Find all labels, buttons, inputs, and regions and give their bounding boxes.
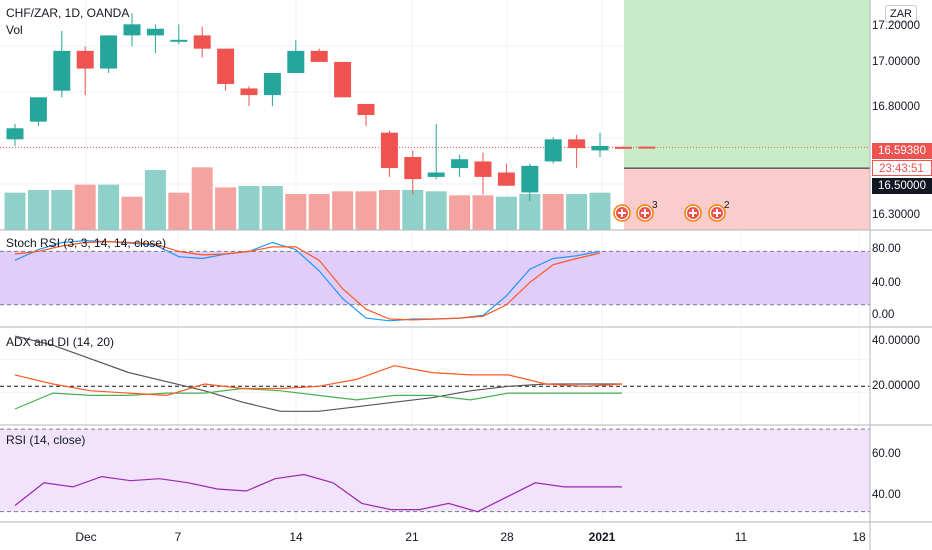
volume-bar [378,190,400,230]
volume-bar [542,194,564,230]
candle-body [451,159,469,169]
profit-zone [624,0,870,169]
volume-bar [4,192,26,230]
rsi-axis-label: 40.00 [872,489,901,501]
di-minus-line [14,365,623,397]
candle-body [568,139,586,149]
volume-bar [27,190,49,230]
symbol-title[interactable]: CHF/ZAR, 1D, OANDA [6,6,130,20]
candle-body [427,172,445,177]
candle-body [170,39,188,42]
candle-body [100,35,118,69]
target-price-tag: 16.50000 [872,178,932,194]
candle-body [53,50,71,91]
volume-label: Vol [6,23,23,37]
adx-label[interactable]: ADX and DI (14, 20) [6,335,115,349]
volume-bar [121,196,143,230]
event-count-badge: 3 [652,200,658,211]
stoch-rsi-label[interactable]: Stoch RSI (3, 3, 14, 14, close) [6,236,167,250]
candle-body [146,28,164,36]
time-axis-label: 21 [405,530,419,544]
economic-event-icon[interactable] [613,204,631,222]
rsi-band [0,429,870,512]
volume-bar [238,186,260,230]
price-axis-label: 16.30000 [872,209,920,221]
countdown-tag: 23:43:51 [872,160,932,176]
volume-bar [261,186,283,230]
volume-bar [308,194,330,230]
candle-body [497,172,515,186]
stoch-d-line [14,240,601,321]
candle-body [591,145,609,151]
economic-event-icon[interactable] [684,204,702,222]
candle-body [287,50,305,73]
candle-body [217,48,235,85]
volume-bar [168,192,190,230]
volume-bar [215,187,237,230]
rsi-label[interactable]: RSI (14, close) [6,433,86,447]
candle-body [404,157,422,180]
candle-body [29,97,47,122]
candle-body [357,103,375,115]
last-price-tag: 16.59380 [872,143,932,159]
candle-body [334,61,352,98]
time-axis-label: Dec [75,530,97,544]
volume-bar [566,194,588,230]
event-count-badge: 2 [724,200,730,211]
candle-body [638,146,656,149]
volume-bar [355,191,377,230]
volume-bar [191,167,213,230]
candle-body [263,72,281,96]
price-axis-label: 16.80000 [872,101,920,113]
candle-body [193,35,211,49]
adx-axis-label: 20.00000 [872,380,920,392]
time-axis-label-year: 2021 [588,530,616,544]
stoch-axis-label: 0.00 [872,309,895,321]
rsi-axis-label: 60.00 [872,448,901,460]
stoch-axis-label: 80.00 [872,243,901,255]
volume-bar [425,191,447,230]
loss-zone [624,168,870,230]
time-axis-label: 18 [852,530,866,544]
volume-bar [74,184,96,230]
rsi-line [14,473,622,513]
stoch-axis-label: 40.00 [872,277,901,289]
volume-bar [589,192,611,230]
price-axis-label: 17.00000 [872,56,920,68]
stoch-overbought-band [0,251,870,305]
volume-bar [285,194,307,230]
volume-bar [402,190,424,230]
currency-button[interactable]: ZAR [885,5,917,23]
candle-body [474,161,492,177]
economic-event-icon[interactable] [708,204,726,222]
volume-bar [519,194,541,230]
adx-line [14,335,622,412]
volume-bar [449,195,471,230]
price-axis-label: 17.20000 [872,20,920,32]
candle-body [521,165,539,193]
candle-body [544,139,562,162]
candle-body [6,128,24,140]
candle-body [123,24,141,36]
volume-bar [98,184,120,230]
time-axis-label: 7 [174,530,182,544]
di-plus-line [14,387,622,410]
economic-event-icon[interactable] [636,204,654,222]
volume-bar [51,190,73,230]
volume-bar [495,196,517,230]
candle-body [76,50,94,69]
adx-axis-label: 40.00000 [872,335,920,347]
volume-bar [472,195,494,230]
time-axis-label: 11 [734,530,748,544]
time-axis-label: 28 [500,530,514,544]
candle-body [380,132,398,169]
candle-body [240,88,258,96]
volume-bar [332,191,354,230]
candle-body [614,146,632,149]
time-axis-label: 14 [289,530,303,544]
candle-body [310,50,328,62]
volume-bar [144,170,166,230]
